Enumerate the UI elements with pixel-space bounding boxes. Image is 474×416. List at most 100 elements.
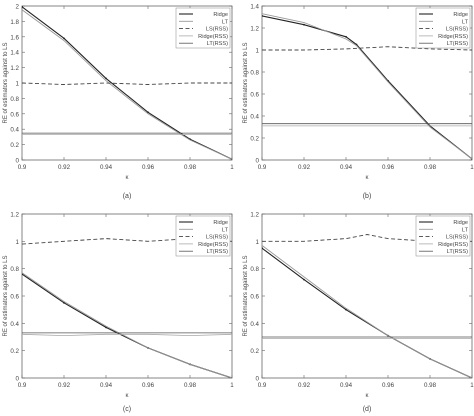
data-point-ridge	[303, 23, 305, 26]
series-line-ls-rss	[262, 234, 472, 242]
x-tick-label: 0.94	[340, 382, 353, 389]
legend-label-ls-rss: LS(RSS)	[206, 27, 228, 33]
chart-panel-2: 0 0.2 0.4 0.6 0.8 1 1.2 1.4 0.9 0.92 0.94 0.96 0.98 1…	[243, 4, 474, 201]
panel-label: (d)	[363, 406, 372, 413]
x-tick-label: 0.94	[100, 382, 113, 389]
x-tick-label: 0.98	[184, 164, 197, 171]
data-point-ridge	[105, 326, 107, 329]
y-tick-label: 0.8	[10, 266, 19, 273]
data-point-ridge	[22, 6, 23, 8]
legend-label-lt: LT	[222, 19, 229, 25]
y-tick-label: 1	[256, 48, 260, 55]
x-axis-label: κ	[126, 393, 130, 399]
panel-label: (c)	[123, 406, 131, 413]
legend-box	[175, 7, 231, 49]
series-line-lt	[22, 272, 232, 378]
chart-panel-4: 0 0.2 0.4 0.6 0.8 1 1.2 0.9 0.92 0.94 0.96 0.98 1 κ RE…	[243, 212, 474, 414]
series-line-ls-rss	[262, 46, 472, 51]
series-line-ls-rss	[22, 238, 232, 245]
x-tick-label: 0.94	[100, 164, 113, 171]
panel-label: (a)	[123, 193, 132, 200]
series-line-lt	[262, 13, 472, 160]
y-tick-label: 2	[16, 4, 20, 11]
y-tick-label: 0.2	[250, 136, 259, 143]
y-tick-label: 1	[256, 239, 260, 246]
legend-label-ridge: Ridge	[453, 220, 468, 226]
data-point-ridge	[303, 278, 305, 281]
y-tick-label: 1.2	[250, 26, 259, 33]
series-group	[22, 6, 232, 160]
legend-box	[415, 7, 471, 49]
y-tick-label: 1.2	[10, 212, 19, 219]
y-tick-label: 0.2	[250, 348, 259, 355]
x-tick-label: 0.92	[58, 382, 71, 389]
legend-label-ridge-rss: Ridge(RSS)	[438, 34, 468, 40]
x-axis-label: κ	[126, 175, 130, 181]
y-tick-label: 1	[16, 239, 20, 246]
y-tick-label: 0.2	[10, 142, 19, 149]
legend-label-ridge: Ridge	[453, 12, 468, 18]
x-tick-label: 0.9	[18, 164, 27, 171]
y-tick-label: 0.2	[10, 348, 19, 355]
data-point-ridge	[63, 37, 65, 40]
y-tick-label: 1.2	[10, 65, 19, 72]
data-point-ridge	[345, 308, 347, 311]
y-tick-label: 0.6	[10, 294, 19, 301]
legend-label-ridge-rss: Ridge(RSS)	[438, 242, 468, 248]
y-tick-label: 0	[256, 158, 260, 165]
x-tick-label: 0.98	[184, 382, 197, 389]
x-tick-label: 0.96	[142, 164, 155, 171]
series-line-lt	[262, 245, 472, 378]
legend-label-ridge-rss: Ridge(RSS)	[198, 242, 228, 248]
series-group	[22, 238, 232, 378]
data-point-ridge	[262, 15, 263, 17]
x-tick-label: 0.92	[298, 382, 311, 389]
legend-label-ridge-rss: Ridge(RSS)	[198, 34, 228, 40]
y-tick-label: 0.6	[250, 294, 259, 301]
y-tick-label: 1.2	[250, 212, 259, 219]
x-tick-label: 0.9	[258, 164, 267, 171]
chart-panel-3: 0 0.2 0.4 0.6 0.8 1 1.2 0.9 0.92 0.94 0.96 0.98 1 κ RE…	[3, 212, 234, 414]
y-tick-label: 0.8	[10, 96, 19, 103]
legend-label-ls-rss: LS(RSS)	[446, 235, 468, 241]
series-group	[262, 13, 472, 160]
y-tick-label: 0.6	[10, 111, 19, 118]
series-group	[262, 234, 472, 378]
y-axis-label: RE of estimators against to LS	[243, 255, 249, 336]
legend-label-lt-rss: LT(RSS)	[447, 249, 468, 255]
y-tick-label: 0	[16, 158, 20, 165]
data-point-ridge	[63, 301, 65, 304]
legend-label-ls-rss: LS(RSS)	[206, 235, 228, 241]
data-point-ridge	[105, 77, 107, 80]
series-line-ridge-rss	[22, 333, 232, 337]
y-axis-label: RE of estimators against to LS	[243, 42, 249, 123]
legend-label-lt: LT	[462, 19, 469, 25]
y-tick-label: 0	[16, 376, 20, 383]
x-tick-label: 0.94	[340, 164, 353, 171]
chart-panel-1: 0 0.2 0.4 0.6 0.8 1 1.2 1.4 1.6 1.8 2 0.9 0.92 0.94 0.…	[3, 4, 234, 201]
panel-label: (b)	[363, 193, 372, 200]
x-axis-label: κ	[366, 393, 370, 399]
y-tick-label: 0.4	[250, 114, 259, 121]
legend-label-ls-rss: LS(RSS)	[446, 27, 468, 33]
series-line-ls-rss	[22, 82, 232, 85]
data-point-ridge	[345, 35, 347, 38]
data-point-ridge	[262, 247, 263, 250]
y-tick-label: 0.6	[250, 92, 259, 99]
x-tick-label: 0.92	[58, 164, 71, 171]
series-line-ridge	[22, 6, 232, 160]
y-tick-label: 1.6	[10, 34, 19, 41]
x-tick-label: 0.96	[382, 164, 395, 171]
legend-label-lt-rss: LT(RSS)	[207, 249, 228, 255]
x-tick-label: 0.96	[382, 382, 395, 389]
y-tick-label: 0.4	[10, 127, 19, 134]
x-tick-label: 1	[230, 382, 234, 389]
x-tick-label: 1	[470, 382, 474, 389]
x-tick-label: 1	[230, 164, 234, 171]
y-tick-label: 1	[16, 81, 20, 88]
y-axis-label: RE of estimators against to LS	[3, 42, 9, 123]
legend-label-ridge: Ridge	[213, 220, 228, 226]
